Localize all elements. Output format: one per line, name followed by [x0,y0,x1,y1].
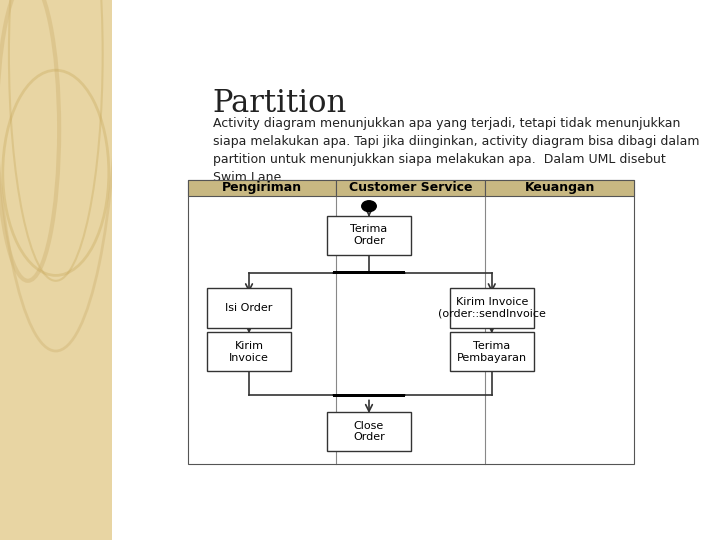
Text: Kirim
Invoice: Kirim Invoice [229,341,269,362]
Text: Terima
Order: Terima Order [351,225,387,246]
FancyBboxPatch shape [207,332,291,372]
Text: Isi Order: Isi Order [225,303,273,313]
FancyBboxPatch shape [188,180,336,196]
FancyBboxPatch shape [333,394,405,397]
Text: Kirim Invoice
(order::sendInvoice: Kirim Invoice (order::sendInvoice [438,297,546,319]
FancyBboxPatch shape [327,412,411,451]
FancyBboxPatch shape [485,180,634,196]
Text: Close
Order: Close Order [353,421,385,442]
Text: Partition: Partition [213,87,347,119]
FancyBboxPatch shape [450,288,534,328]
Text: Keuangan: Keuangan [524,181,595,194]
FancyBboxPatch shape [327,215,411,255]
Text: Customer Service: Customer Service [349,181,472,194]
Circle shape [361,201,377,212]
FancyBboxPatch shape [336,180,485,196]
FancyBboxPatch shape [450,332,534,372]
Text: Activity diagram menunjukkan apa yang terjadi, tetapi tidak menunjukkan
siapa me: Activity diagram menunjukkan apa yang te… [213,117,699,184]
Text: Terima
Pembayaran: Terima Pembayaran [456,341,527,362]
Text: Pengiriman: Pengiriman [222,181,302,194]
FancyBboxPatch shape [207,288,291,328]
FancyBboxPatch shape [333,271,405,274]
